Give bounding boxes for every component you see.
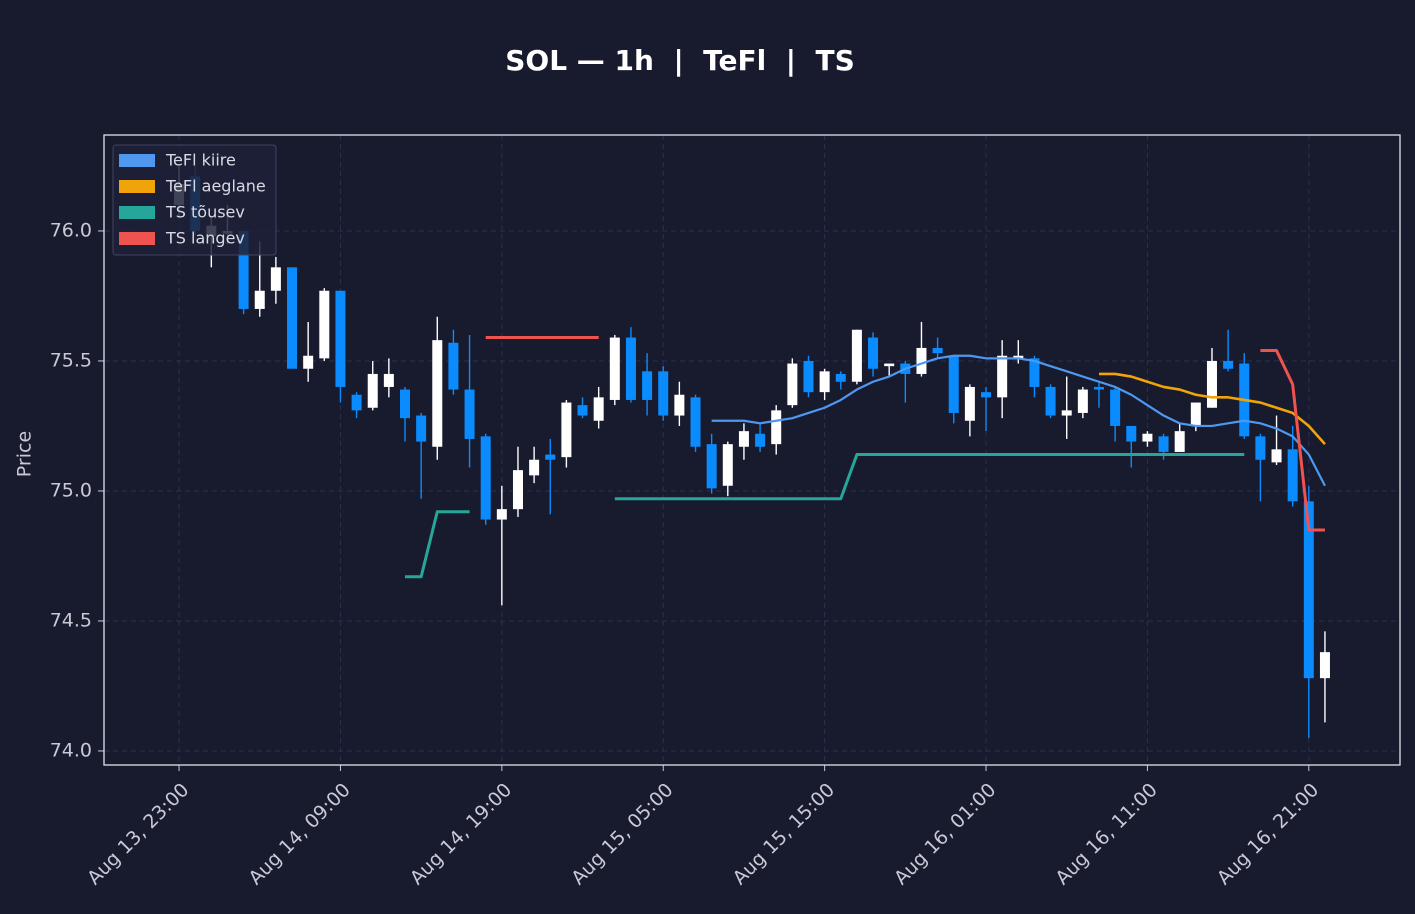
legend-label: TS tõusev [165, 203, 245, 222]
candle-body [1255, 436, 1266, 460]
overlay-line [405, 453, 1245, 579]
candle-body [948, 355, 959, 413]
candle-body [722, 444, 733, 486]
legend-swatch [119, 232, 155, 245]
candle-body [835, 373, 846, 382]
candle-body [464, 389, 475, 439]
x-tick-label: Aug 16, 21:00 [1213, 779, 1323, 889]
legend: TeFl kiire TeFl aeglane TS tõusev TS langev [112, 144, 277, 256]
plot-frame [103, 134, 1401, 766]
candle-body [593, 397, 604, 421]
candle-body [625, 337, 636, 400]
candle-body [287, 267, 298, 369]
candle-body [851, 329, 862, 382]
candle-body [496, 509, 507, 520]
legend-swatch [119, 206, 155, 219]
candle-body [787, 363, 798, 406]
candle-body [432, 340, 443, 447]
legend-swatch [119, 154, 155, 167]
candle-body [399, 389, 411, 419]
x-tick-label: Aug 15, 15:00 [729, 779, 839, 889]
candle-body [690, 397, 701, 447]
candle-body [658, 371, 669, 416]
candle-body [738, 431, 749, 447]
candle-body [803, 360, 814, 393]
candle-body [1206, 360, 1217, 408]
plot-area [104, 135, 1400, 765]
candle-body [254, 290, 265, 309]
candle-body [480, 436, 491, 520]
candle-body [964, 386, 975, 421]
candle-body [868, 337, 879, 369]
candle-body [932, 347, 943, 354]
candle-body [367, 373, 378, 408]
y-tick-label: 75.5 [50, 349, 92, 371]
overlay-line [485, 336, 1325, 532]
candle-body [512, 470, 523, 510]
candle-body [1110, 389, 1121, 426]
candle-body [1287, 449, 1298, 502]
candle-body [351, 394, 362, 411]
candle-body [916, 347, 927, 374]
candle-body [642, 371, 653, 400]
candle-body [1077, 389, 1088, 413]
candle-body [819, 371, 830, 393]
candle-body [545, 454, 556, 460]
candle-body [1029, 358, 1040, 387]
candle-body [1013, 355, 1024, 359]
y-tick-label: 74.0 [50, 739, 92, 761]
candle-body [674, 394, 685, 416]
y-tick-label: 76.0 [50, 219, 92, 241]
candle-body [771, 410, 782, 445]
candle-body [561, 402, 572, 458]
x-tick-label: Aug 16, 11:00 [1051, 779, 1161, 889]
candle-body [303, 355, 314, 369]
candle-body [1190, 402, 1201, 426]
x-tick-label: Aug 13, 23:00 [83, 779, 193, 889]
x-tick-label: Aug 16, 01:00 [890, 779, 1000, 889]
y-tick-label: 75.0 [50, 479, 92, 501]
overlay-line [711, 354, 1326, 487]
candle-body [981, 392, 992, 398]
candle-body [577, 405, 588, 416]
candle-body [1174, 431, 1185, 452]
x-tick-label: Aug 14, 09:00 [244, 779, 354, 889]
y-axis-label: Price [14, 431, 36, 477]
x-tick-label: Aug 15, 05:00 [567, 779, 677, 889]
candle-body [335, 290, 346, 387]
candle-body [448, 342, 459, 390]
candle-body [1158, 436, 1169, 452]
candle-body [884, 363, 895, 367]
candle-body [1045, 386, 1056, 416]
candle-body [1223, 360, 1234, 369]
candle-body [1271, 449, 1282, 463]
candle-body [529, 459, 540, 476]
candle-body [383, 373, 394, 387]
legend-box [112, 144, 277, 256]
candle-body [1126, 425, 1137, 442]
candle-body [238, 230, 249, 309]
legend-label: TeFl kiire [165, 151, 236, 170]
y-tick-label: 74.5 [50, 609, 92, 631]
candle-body [270, 267, 281, 291]
candle-body [1319, 652, 1330, 679]
candle-body [1061, 410, 1072, 416]
legend-label: TS langev [165, 229, 245, 248]
candle-body [997, 355, 1008, 398]
candle-body [706, 444, 717, 489]
candle-body [416, 415, 427, 442]
candle-body [609, 337, 620, 400]
x-tick-label: Aug 14, 19:00 [406, 779, 516, 889]
candle-body [1142, 433, 1153, 442]
legend-swatch [119, 180, 155, 193]
candle-body [1303, 501, 1314, 679]
candle-body [319, 290, 330, 359]
chart-title: SOL — 1h | TeFl | TS [505, 44, 855, 77]
legend-label: TeFl aeglane [165, 177, 266, 196]
candle-body [1093, 386, 1105, 390]
overlay-line [1099, 372, 1326, 446]
candle-body [755, 433, 766, 447]
